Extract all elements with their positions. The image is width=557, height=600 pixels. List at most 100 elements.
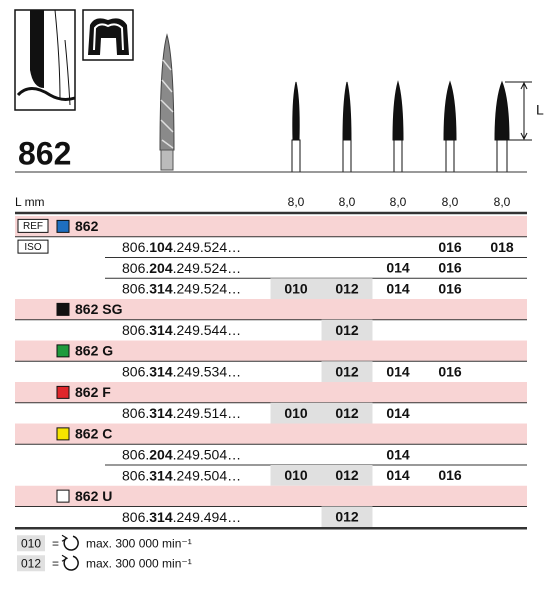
reference-prefix: 806. (122, 405, 149, 421)
speed-shade (321, 465, 373, 486)
reference-number: 806.204.249.504… (122, 446, 241, 462)
dimension-marker (505, 81, 532, 141)
rotation-icon (63, 535, 79, 551)
iso-size: 018 (490, 239, 514, 255)
pictogram-bur-tip (14, 9, 76, 111)
speed-shade (321, 278, 373, 299)
color-swatch (56, 219, 70, 233)
reference-bold: 104 (149, 239, 173, 255)
reference-bold: 204 (149, 446, 173, 462)
reference-suffix: .249.504… (173, 467, 242, 483)
iso-size: 012 (335, 509, 359, 525)
reference-bold: 314 (149, 467, 173, 483)
length-value: 8,0 (494, 195, 511, 209)
length-value: 8,0 (390, 195, 407, 209)
reference-prefix: 806. (122, 509, 149, 525)
color-swatch (56, 344, 70, 358)
length-value: 8,0 (339, 195, 356, 209)
group-name: 862 C (75, 426, 112, 442)
reference-suffix: .249.524… (173, 260, 242, 276)
reference-number: 806.314.249.524… (122, 280, 241, 296)
length-value: 8,0 (288, 195, 305, 209)
reference-number: 806.314.249.504… (122, 467, 241, 483)
speed-shade (321, 506, 373, 528)
group-band (15, 299, 527, 320)
reference-number: 806.314.249.514… (122, 405, 241, 421)
speed-shade (270, 465, 322, 486)
iso-size: 016 (438, 260, 462, 276)
speed-shade (321, 402, 373, 424)
group-name: 862 SG (75, 301, 123, 317)
reference-bold: 314 (149, 509, 173, 525)
group-name: 862 G (75, 343, 113, 359)
group-band (15, 340, 527, 362)
iso-size: 014 (386, 446, 410, 462)
speed-shade (270, 402, 322, 424)
reference-bold: 314 (149, 322, 173, 338)
reference-prefix: 806. (122, 446, 149, 462)
iso-size: 010 (284, 405, 308, 421)
reference-number: 806.314.249.534… (122, 363, 241, 379)
bur-image (159, 33, 175, 171)
group-band (15, 382, 527, 403)
iso-size: 014 (386, 280, 410, 296)
iso-size: 012 (335, 467, 359, 483)
color-swatch (56, 489, 70, 503)
reference-suffix: .249.524… (173, 239, 242, 255)
ref-label: REF (23, 221, 43, 232)
reference-suffix: .249.534… (173, 363, 242, 379)
speed-shade (321, 319, 373, 341)
iso-size: 014 (386, 363, 410, 379)
reference-number: 806.314.249.544… (122, 322, 241, 338)
iso-size: 016 (438, 467, 462, 483)
iso-size: 012 (335, 280, 359, 296)
iso-size: 014 (386, 467, 410, 483)
iso-size: 010 (284, 280, 308, 296)
reference-prefix: 806. (122, 467, 149, 483)
group-name: 862 (75, 218, 99, 234)
reference-suffix: .249.524… (173, 280, 242, 296)
reference-prefix: 806. (122, 239, 149, 255)
iso-size: 012 (335, 405, 359, 421)
iso-size: 014 (386, 405, 410, 421)
legend-sign: = (52, 556, 59, 570)
legend-text: max. 300 000 min⁻¹ (86, 536, 192, 550)
group-name: 862 F (75, 384, 111, 400)
iso-size: 010 (284, 467, 308, 483)
reference-suffix: .249.504… (173, 446, 242, 462)
color-swatch (56, 302, 70, 316)
bur-silhouettes (291, 80, 510, 173)
speed-shade (321, 361, 373, 382)
reference-bold: 204 (149, 260, 173, 276)
reference-prefix: 806. (122, 280, 149, 296)
rotation-arrow (61, 554, 69, 562)
iso-size: 014 (386, 260, 410, 276)
iso-label-box (17, 239, 49, 254)
legend-code: 012 (21, 556, 41, 570)
reference-prefix: 806. (122, 260, 149, 276)
reference-prefix: 806. (122, 322, 149, 338)
group-band (15, 423, 527, 445)
iso-label: ISO (24, 242, 41, 253)
reference-number: 806.104.249.524… (122, 239, 241, 255)
ref-label-box (17, 218, 49, 233)
legend-shade (17, 535, 45, 552)
iso-size: 016 (438, 363, 462, 379)
reference-number: 806.204.249.524… (122, 260, 241, 276)
legend-shade (17, 555, 45, 572)
length-label: L mm (15, 195, 45, 209)
iso-size: 016 (438, 239, 462, 255)
reference-bold: 314 (149, 280, 173, 296)
speed-shade (270, 278, 322, 299)
rotation-icon (63, 555, 79, 571)
dimension-label: L (536, 102, 544, 118)
reference-suffix: .249.514… (173, 405, 242, 421)
group-name: 862 U (75, 488, 112, 504)
product-code: 862 (18, 135, 71, 171)
group-band (15, 485, 527, 507)
length-value: 8,0 (442, 195, 459, 209)
reference-suffix: .249.494… (173, 509, 242, 525)
legend-text: max. 300 000 min⁻¹ (86, 556, 192, 570)
group-band (15, 216, 527, 237)
